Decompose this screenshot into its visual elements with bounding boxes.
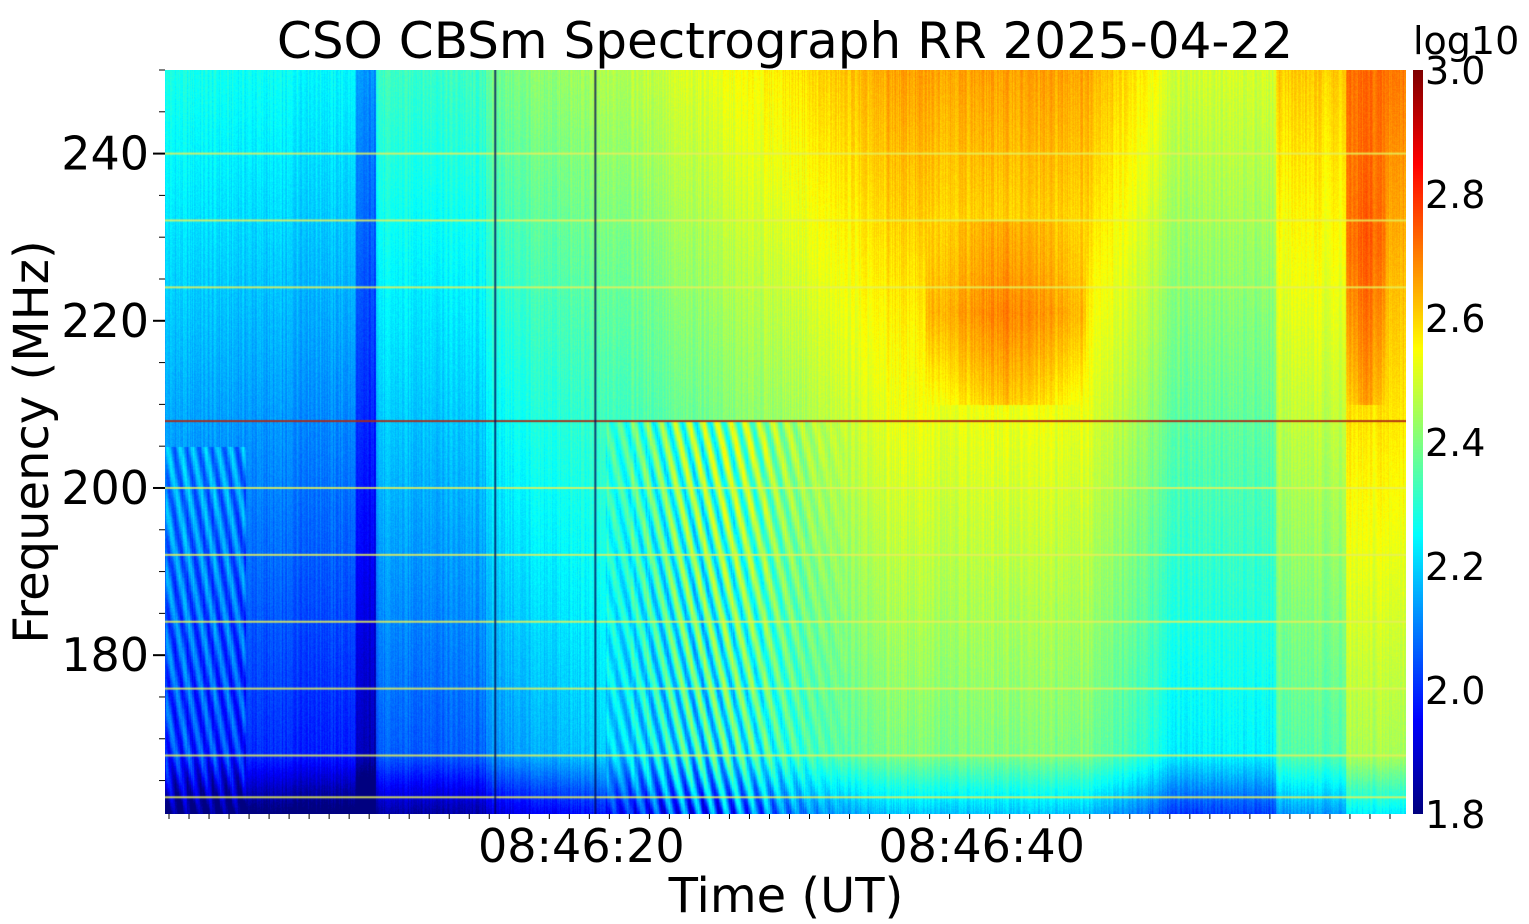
colorbar-tick-label: 2.6 xyxy=(1425,297,1485,341)
y-tick-label: 200 xyxy=(61,461,149,515)
chart-title: CSO CBSm Spectrograph RR 2025-04-22 xyxy=(277,12,1293,70)
y-axis: 180 200 220 240 xyxy=(61,69,165,782)
colorbar-tick-label: 1.8 xyxy=(1425,793,1485,837)
y-tick-label: 180 xyxy=(61,628,149,682)
colorbar-tick-label: 2.2 xyxy=(1425,545,1485,589)
plot-area xyxy=(165,70,1406,814)
y-axis-label: Frequency (MHz) xyxy=(4,240,60,643)
x-axis: 08:46:20 08:46:40 xyxy=(168,814,1391,873)
colorbar-label: log10 xyxy=(1413,19,1519,63)
x-tick-label: 08:46:20 xyxy=(478,819,685,873)
x-tick-label: 08:46:40 xyxy=(878,819,1085,873)
x-axis-label: Time (UT) xyxy=(668,868,904,924)
colorbar xyxy=(1413,70,1423,814)
colorbar-tick-label: 3.0 xyxy=(1425,49,1485,93)
y-tick-label: 220 xyxy=(61,294,149,348)
colorbar-tick-label: 2.4 xyxy=(1425,421,1485,465)
spectrogram-image xyxy=(165,70,1406,814)
colorbar-tick-label: 2.8 xyxy=(1425,173,1485,217)
y-tick-label: 240 xyxy=(61,127,149,181)
colorbar-tick-label: 2.0 xyxy=(1425,669,1485,713)
colorbar-ticks: 1.8 2.0 2.2 2.4 2.6 2.8 3.0 xyxy=(1425,49,1485,837)
